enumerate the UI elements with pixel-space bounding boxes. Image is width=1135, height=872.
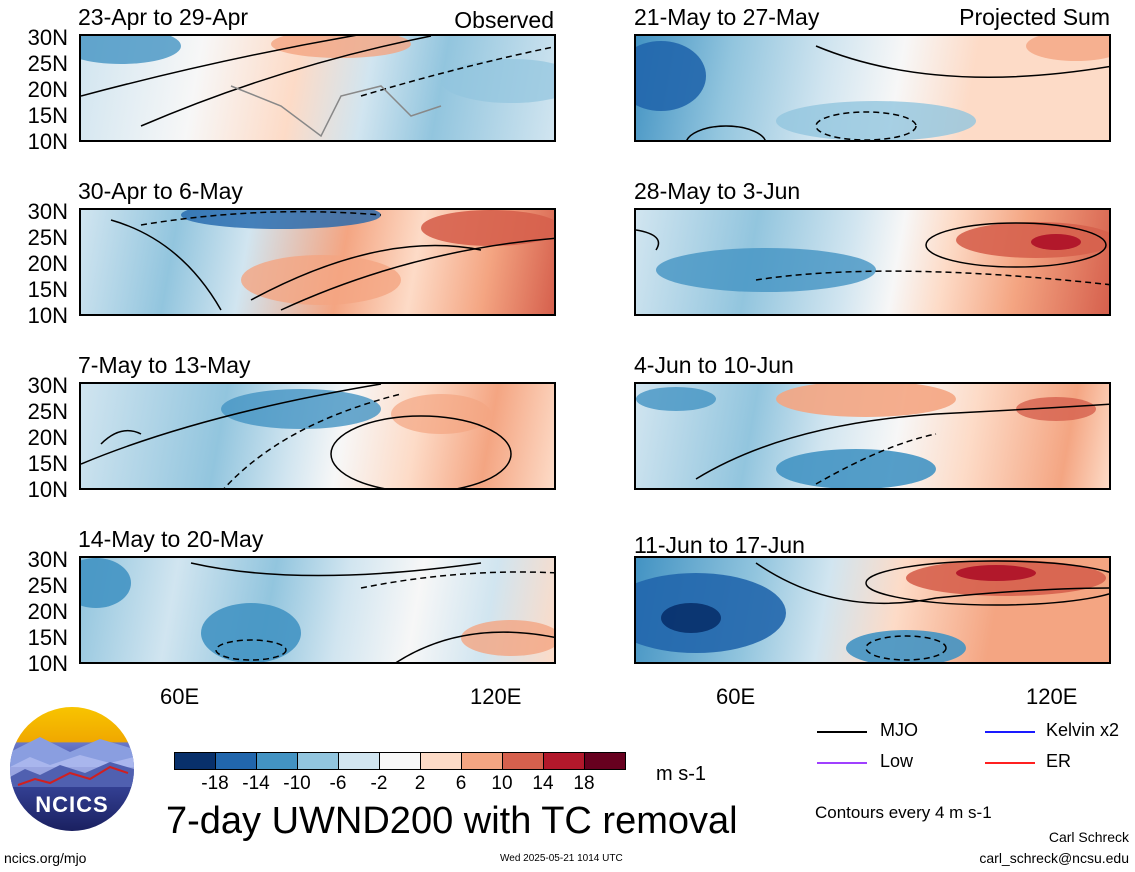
lat-label: 20N <box>27 251 68 276</box>
figure-title: 7-day UWND200 with TC removal <box>166 800 738 842</box>
panel-6-map <box>634 382 1111 490</box>
lat-label: 15N <box>27 277 68 302</box>
panel-8-period: 11-Jun to 17-Jun <box>634 532 805 558</box>
panel-4-period: 28-May to 3-Jun <box>634 178 801 204</box>
panel-8-map <box>634 556 1111 664</box>
lat-label: 25N <box>27 225 68 250</box>
panel-4-overlay <box>636 222 1109 292</box>
panel-2-tag: Projected Sum <box>959 4 1110 30</box>
colorbar-swatch <box>502 752 544 770</box>
colorbar-label: 2 <box>414 773 426 794</box>
lat-label: 30N <box>27 25 68 50</box>
footer-email: carl_schreck@ncsu.edu <box>979 850 1129 866</box>
colorbar-swatch <box>297 752 339 770</box>
lat-label: 25N <box>27 399 68 424</box>
lon-label-right-60e: 60E <box>716 684 756 709</box>
legend-label-er: ER <box>1046 751 1072 771</box>
panel-8-overlay <box>636 560 1109 662</box>
logo-text: NCICS <box>35 792 109 817</box>
lat-label: 15N <box>27 103 68 128</box>
colorbar-label: 10 <box>491 773 513 794</box>
colorbar-label: 18 <box>573 773 595 794</box>
panel-3-overlay <box>110 210 554 311</box>
panel-4-map <box>634 208 1111 316</box>
colorbar-swatch <box>379 752 421 770</box>
panel-1-overlay <box>81 36 554 138</box>
panel-7-overlay <box>81 558 554 662</box>
lon-label-right-120e: 120E <box>1026 684 1078 709</box>
lat-label: 30N <box>27 199 68 224</box>
panel-2-period: 21-May to 27-May <box>634 4 820 30</box>
lat-label: 10N <box>27 303 68 328</box>
legend-line-er <box>985 762 1035 764</box>
panel-1-tag: Observed <box>454 7 554 33</box>
lat-label: 20N <box>27 599 68 624</box>
lat-label: 20N <box>27 77 68 102</box>
panel-1-map <box>79 34 556 142</box>
colorbar-swatch <box>256 752 298 770</box>
colorbar-swatch <box>174 752 216 770</box>
panel-6-overlay <box>636 384 1109 488</box>
legend-line-mjo <box>817 731 867 733</box>
lat-label: 30N <box>27 373 68 398</box>
panel-2-map <box>634 34 1111 142</box>
colorbar-units: m s-1 <box>656 763 706 785</box>
footer-author: Carl Schreck <box>1048 829 1129 845</box>
ncics-logo: NCICS <box>10 707 134 831</box>
colorbar-swatch <box>543 752 585 770</box>
panel-5-map <box>79 382 556 490</box>
colorbar-swatch <box>461 752 503 770</box>
legend-label-kelvin: Kelvin x2 <box>1046 720 1120 740</box>
legend-label-mjo: MJO <box>880 720 918 740</box>
colorbar-swatch <box>584 752 626 770</box>
lat-label: 15N <box>27 451 68 476</box>
lat-label: 25N <box>27 573 68 598</box>
mountains-icon <box>10 737 134 787</box>
contour-note: Contours every 4 m s-1 <box>815 803 992 822</box>
lat-label: 10N <box>27 651 68 676</box>
lat-label: 25N <box>27 51 68 76</box>
lat-label: 15N <box>27 625 68 650</box>
panel-3-period: 30-Apr to 6-May <box>78 178 243 204</box>
panel-1-period: 23-Apr to 29-Apr <box>78 4 249 30</box>
lat-label: 30N <box>27 547 68 572</box>
panel-6-period: 4-Jun to 10-Jun <box>634 352 794 378</box>
panel-5-overlay <box>81 384 512 488</box>
legend-line-kelvin <box>985 731 1035 733</box>
footer-timestamp: Wed 2025-05-21 1014 UTC <box>500 853 623 864</box>
colorbar-label: -6 <box>329 773 347 794</box>
lat-label: 10N <box>27 129 68 154</box>
colorbar-label: 14 <box>532 773 554 794</box>
lon-label-left-120e: 120E <box>470 684 522 709</box>
panel-7-period: 14-May to 20-May <box>78 526 264 552</box>
colorbar-label: -10 <box>283 773 311 794</box>
colorbar-swatch <box>215 752 257 770</box>
lat-label: 10N <box>27 477 68 502</box>
lon-label-left-60e: 60E <box>160 684 200 709</box>
lat-label: 20N <box>27 425 68 450</box>
panel-5-period: 7-May to 13-May <box>78 352 251 378</box>
panel-3-map <box>79 208 556 316</box>
panel-2-overlay <box>636 36 1109 140</box>
colorbar-label: -14 <box>242 773 270 794</box>
legend-line-low <box>817 762 867 764</box>
colorbar-swatch <box>420 752 462 770</box>
colorbar-label: -2 <box>370 773 388 794</box>
legend-label-low: Low <box>880 751 914 771</box>
colorbar-label: -18 <box>201 773 229 794</box>
panel-7-map <box>79 556 556 664</box>
footer-url: ncics.org/mjo <box>4 850 87 866</box>
colorbar-swatch <box>338 752 380 770</box>
colorbar-label: 6 <box>455 773 467 794</box>
